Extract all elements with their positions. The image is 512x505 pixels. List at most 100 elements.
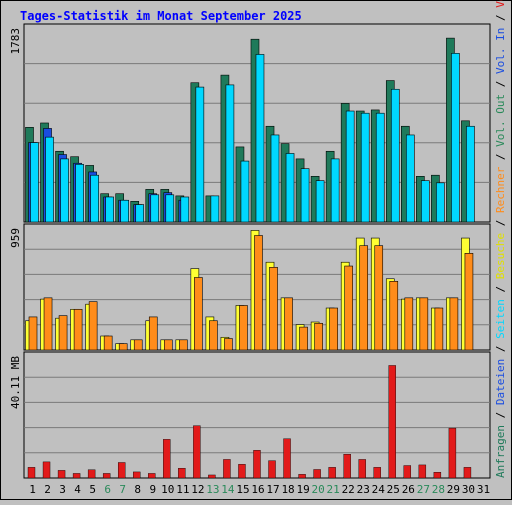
- bar-seiten-day-26: [406, 134, 415, 223]
- bar-seiten-day-19: [300, 168, 310, 223]
- legend-separator: /: [494, 8, 507, 28]
- x-label-day-27: 27: [417, 483, 430, 496]
- bar-volumen-day-21: [328, 467, 336, 479]
- bar-volumen-day-9: [148, 473, 156, 479]
- bar-seiten-day-23: [360, 112, 370, 223]
- bar-volumen-day-16: [253, 450, 261, 479]
- bar-seiten-day-20: [315, 180, 325, 223]
- x-label-day-15: 15: [236, 483, 249, 496]
- bar-rechner-day-25: [389, 281, 399, 351]
- bar-volumen-day-19: [298, 474, 306, 479]
- x-label-day-16: 16: [251, 483, 264, 496]
- x-label-day-20: 20: [312, 483, 325, 496]
- bar-volumen-day-13: [208, 474, 216, 479]
- bar-rechner-day-7: [118, 343, 128, 351]
- bar-rechner-day-8: [133, 339, 143, 351]
- bar-volumen-day-17: [268, 460, 276, 479]
- bar-rechner-day-27: [419, 297, 429, 351]
- x-label-day-1: 1: [29, 483, 36, 496]
- bar-seiten-day-6: [105, 196, 114, 223]
- bar-volumen-day-8: [133, 471, 141, 479]
- x-label-day-17: 17: [266, 483, 279, 496]
- x-label-day-30: 30: [462, 483, 475, 496]
- x-label-day-19: 19: [296, 483, 309, 496]
- bar-volumen-day-14: [223, 459, 231, 479]
- legend-item-seiten: Seiten: [494, 299, 507, 339]
- bar-volumen-day-25: [388, 365, 396, 479]
- panels: [23, 23, 491, 479]
- bar-rechner-day-24: [374, 245, 384, 351]
- panel-max-labels: 1783 959 40.11 MB: [9, 28, 22, 409]
- bar-rechner-day-1: [28, 316, 38, 351]
- bar-rechner-day-4: [73, 308, 83, 351]
- bar-seiten-day-15: [240, 160, 250, 223]
- bar-volumen-day-3: [57, 470, 66, 479]
- bar-seiten-day-14: [225, 84, 235, 223]
- x-label-day-24: 24: [372, 483, 386, 496]
- x-label-day-8: 8: [134, 483, 141, 496]
- bar-seiten-day-7: [120, 199, 129, 223]
- bar-volumen-day-30: [463, 467, 472, 479]
- bar-rechner-day-21: [329, 307, 338, 351]
- legend-item-besuche: Besuche: [494, 233, 507, 279]
- bar-rechner-day-9: [148, 316, 158, 351]
- bar-seiten-day-28: [436, 182, 445, 223]
- x-label-day-13: 13: [206, 483, 219, 496]
- legend-item-dateien: Dateien: [494, 359, 507, 405]
- x-label-day-12: 12: [191, 483, 204, 496]
- bar-seiten-day-8: [135, 204, 145, 223]
- x-label-day-25: 25: [387, 483, 400, 496]
- bar-seiten-day-3: [60, 158, 69, 223]
- bar-rechner-day-23: [359, 245, 369, 351]
- bar-seiten-day-11: [180, 196, 190, 223]
- bar-volumen-day-27: [418, 464, 427, 479]
- bar-volumen-day-11: [178, 468, 186, 479]
- bar-seiten-day-18: [285, 153, 295, 223]
- bar-rechner-day-28: [434, 307, 444, 351]
- x-label-day-9: 9: [149, 483, 156, 496]
- bar-rechner-day-19: [299, 326, 308, 351]
- bar-seiten-day-30: [466, 125, 475, 223]
- legend-item-anfragen: Anfragen: [494, 425, 507, 478]
- bar-rechner-day-17: [269, 267, 278, 351]
- legend-item-volumen: Volumen: [494, 0, 507, 8]
- bar-volumen-day-23: [358, 459, 366, 479]
- bar-rechner-day-15: [239, 305, 248, 351]
- bar-volumen-day-5: [87, 469, 96, 479]
- bar-seiten-day-1: [30, 142, 39, 223]
- bar-seiten-day-9: [150, 194, 160, 223]
- bar-rechner-day-16: [254, 235, 263, 351]
- x-label-day-3: 3: [59, 483, 66, 496]
- bar-volumen-day-26: [403, 465, 412, 479]
- x-label-day-2: 2: [44, 483, 51, 496]
- bar-volumen-day-28: [433, 472, 442, 479]
- panel-middle: [23, 223, 491, 351]
- bar-seiten-day-17: [270, 134, 280, 223]
- panel-top: [23, 23, 491, 223]
- bar-volumen-day-18: [283, 438, 291, 479]
- x-label-day-21: 21: [327, 483, 340, 496]
- bar-seiten-day-16: [255, 54, 265, 223]
- bar-volumen-day-2: [42, 461, 51, 479]
- bar-rechner-day-5: [88, 301, 98, 351]
- x-label-day-28: 28: [432, 483, 445, 496]
- bar-rechner-day-22: [344, 265, 353, 351]
- bar-volumen-day-20: [313, 469, 321, 479]
- x-label-day-14: 14: [221, 483, 235, 496]
- legend-item-vol-out: Vol. Out: [494, 94, 507, 147]
- bar-volumen-day-24: [373, 467, 381, 479]
- bar-seiten-day-12: [195, 86, 205, 223]
- bar-seiten-day-29: [451, 53, 460, 223]
- legend-item-vol-in: Vol. In: [494, 28, 507, 74]
- legend-separator: /: [494, 213, 507, 233]
- bar-seiten-day-13: [210, 195, 220, 223]
- legend-separator: /: [494, 339, 507, 359]
- bar-volumen-day-1: [27, 467, 36, 479]
- bar-rechner-day-10: [163, 339, 173, 351]
- bar-rechner-day-29: [449, 297, 459, 351]
- legend-separator: /: [494, 74, 507, 94]
- bar-volumen-day-7: [117, 462, 126, 479]
- bar-seiten-day-10: [165, 194, 175, 223]
